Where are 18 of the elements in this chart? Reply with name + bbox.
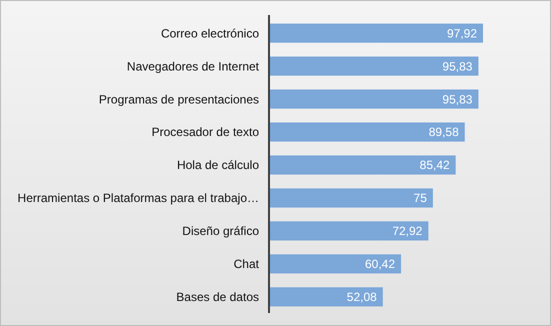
y-tick-label: Chat — [234, 257, 260, 272]
y-tick-label: Correo electrónico — [160, 26, 260, 40]
data-label: 52,08 — [346, 290, 378, 304]
y-tick-label: Diseño gráfico — [182, 224, 260, 238]
data-label: 85,42 — [420, 158, 450, 172]
data-label: 89,58 — [428, 125, 460, 140]
y-tick-label: Programas de presentaciones — [98, 92, 259, 106]
data-label: 97,92 — [446, 26, 478, 40]
y-tick-label: Navegadores de Internet — [126, 59, 260, 74]
data-label: 95,83 — [442, 92, 473, 106]
y-tick-label: Herramientas o Plataformas para el trabajo… — [18, 191, 259, 206]
data-label: 60,42 — [365, 257, 396, 272]
y-tick-label: Procesador de texto — [152, 125, 260, 140]
y-tick-label: Bases de datos — [176, 290, 259, 304]
data-label: 95,83 — [442, 59, 473, 74]
data-label: 72,92 — [392, 224, 423, 238]
data-label: 75 — [414, 191, 428, 206]
y-tick-label: Hola de cálculo — [176, 158, 260, 172]
